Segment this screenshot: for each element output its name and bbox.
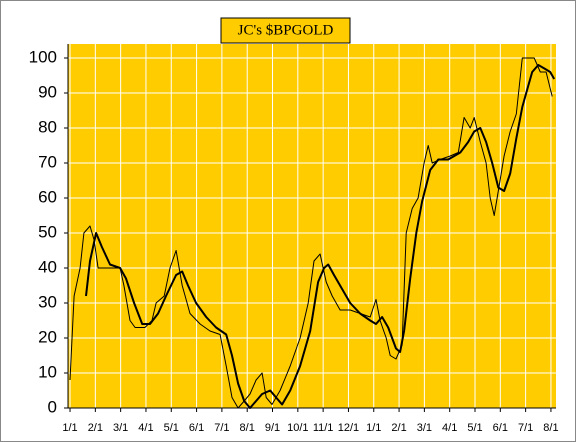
y-tick-label: 100 (29, 47, 57, 66)
y-tick-label: 60 (38, 187, 57, 206)
x-tick-label: 7/1 (518, 422, 533, 434)
x-tick-label: 2/1 (391, 422, 406, 434)
x-tick-label: 10/1 (287, 422, 308, 434)
data-line (85, 64, 556, 409)
x-tick-label: 7/1 (214, 422, 229, 434)
y-tick-label: 80 (38, 117, 57, 136)
x-tick-label: 6/1 (493, 422, 508, 434)
x-tick-label: 3/1 (417, 422, 432, 434)
x-tick-label: 4/1 (138, 422, 153, 434)
x-tick-label: 1/1 (366, 422, 381, 434)
chart-title: JC's $BPGOLD (238, 22, 334, 38)
x-tick-label: 6/1 (189, 422, 204, 434)
y-tick-label: 20 (38, 327, 57, 346)
x-tick-label: 9/1 (265, 422, 280, 434)
x-tick-label: 8/1 (543, 422, 558, 434)
plot-area: 0 10 20 30 40 50 60 70 80 90 100 1/1 2/1 3/1 4/1 5/1 6/1… (29, 44, 559, 434)
y-tick-label: 30 (38, 292, 57, 311)
y-tick-label: 90 (38, 82, 57, 101)
x-tick-label: 5/1 (164, 422, 179, 434)
y-tick-label: 0 (48, 397, 57, 416)
x-tick-label: 5/1 (467, 422, 482, 434)
x-tick-label: 2/1 (88, 422, 103, 434)
y-tick-label: 70 (38, 152, 57, 171)
y-tick-label: 40 (38, 257, 57, 276)
x-tick-label: 8/1 (240, 422, 255, 434)
plot-background (68, 44, 556, 408)
x-tick-label: 11/1 (313, 422, 334, 434)
y-tick-label: 10 (38, 362, 57, 381)
x-tick-label: 3/1 (113, 422, 128, 434)
title-box (220, 17, 351, 44)
x-tick-label: 1/1 (62, 422, 77, 434)
y-tick-label: 50 (38, 222, 57, 241)
x-tick-label: 12/1 (338, 422, 359, 434)
x-tick-label: 4/1 (442, 422, 457, 434)
